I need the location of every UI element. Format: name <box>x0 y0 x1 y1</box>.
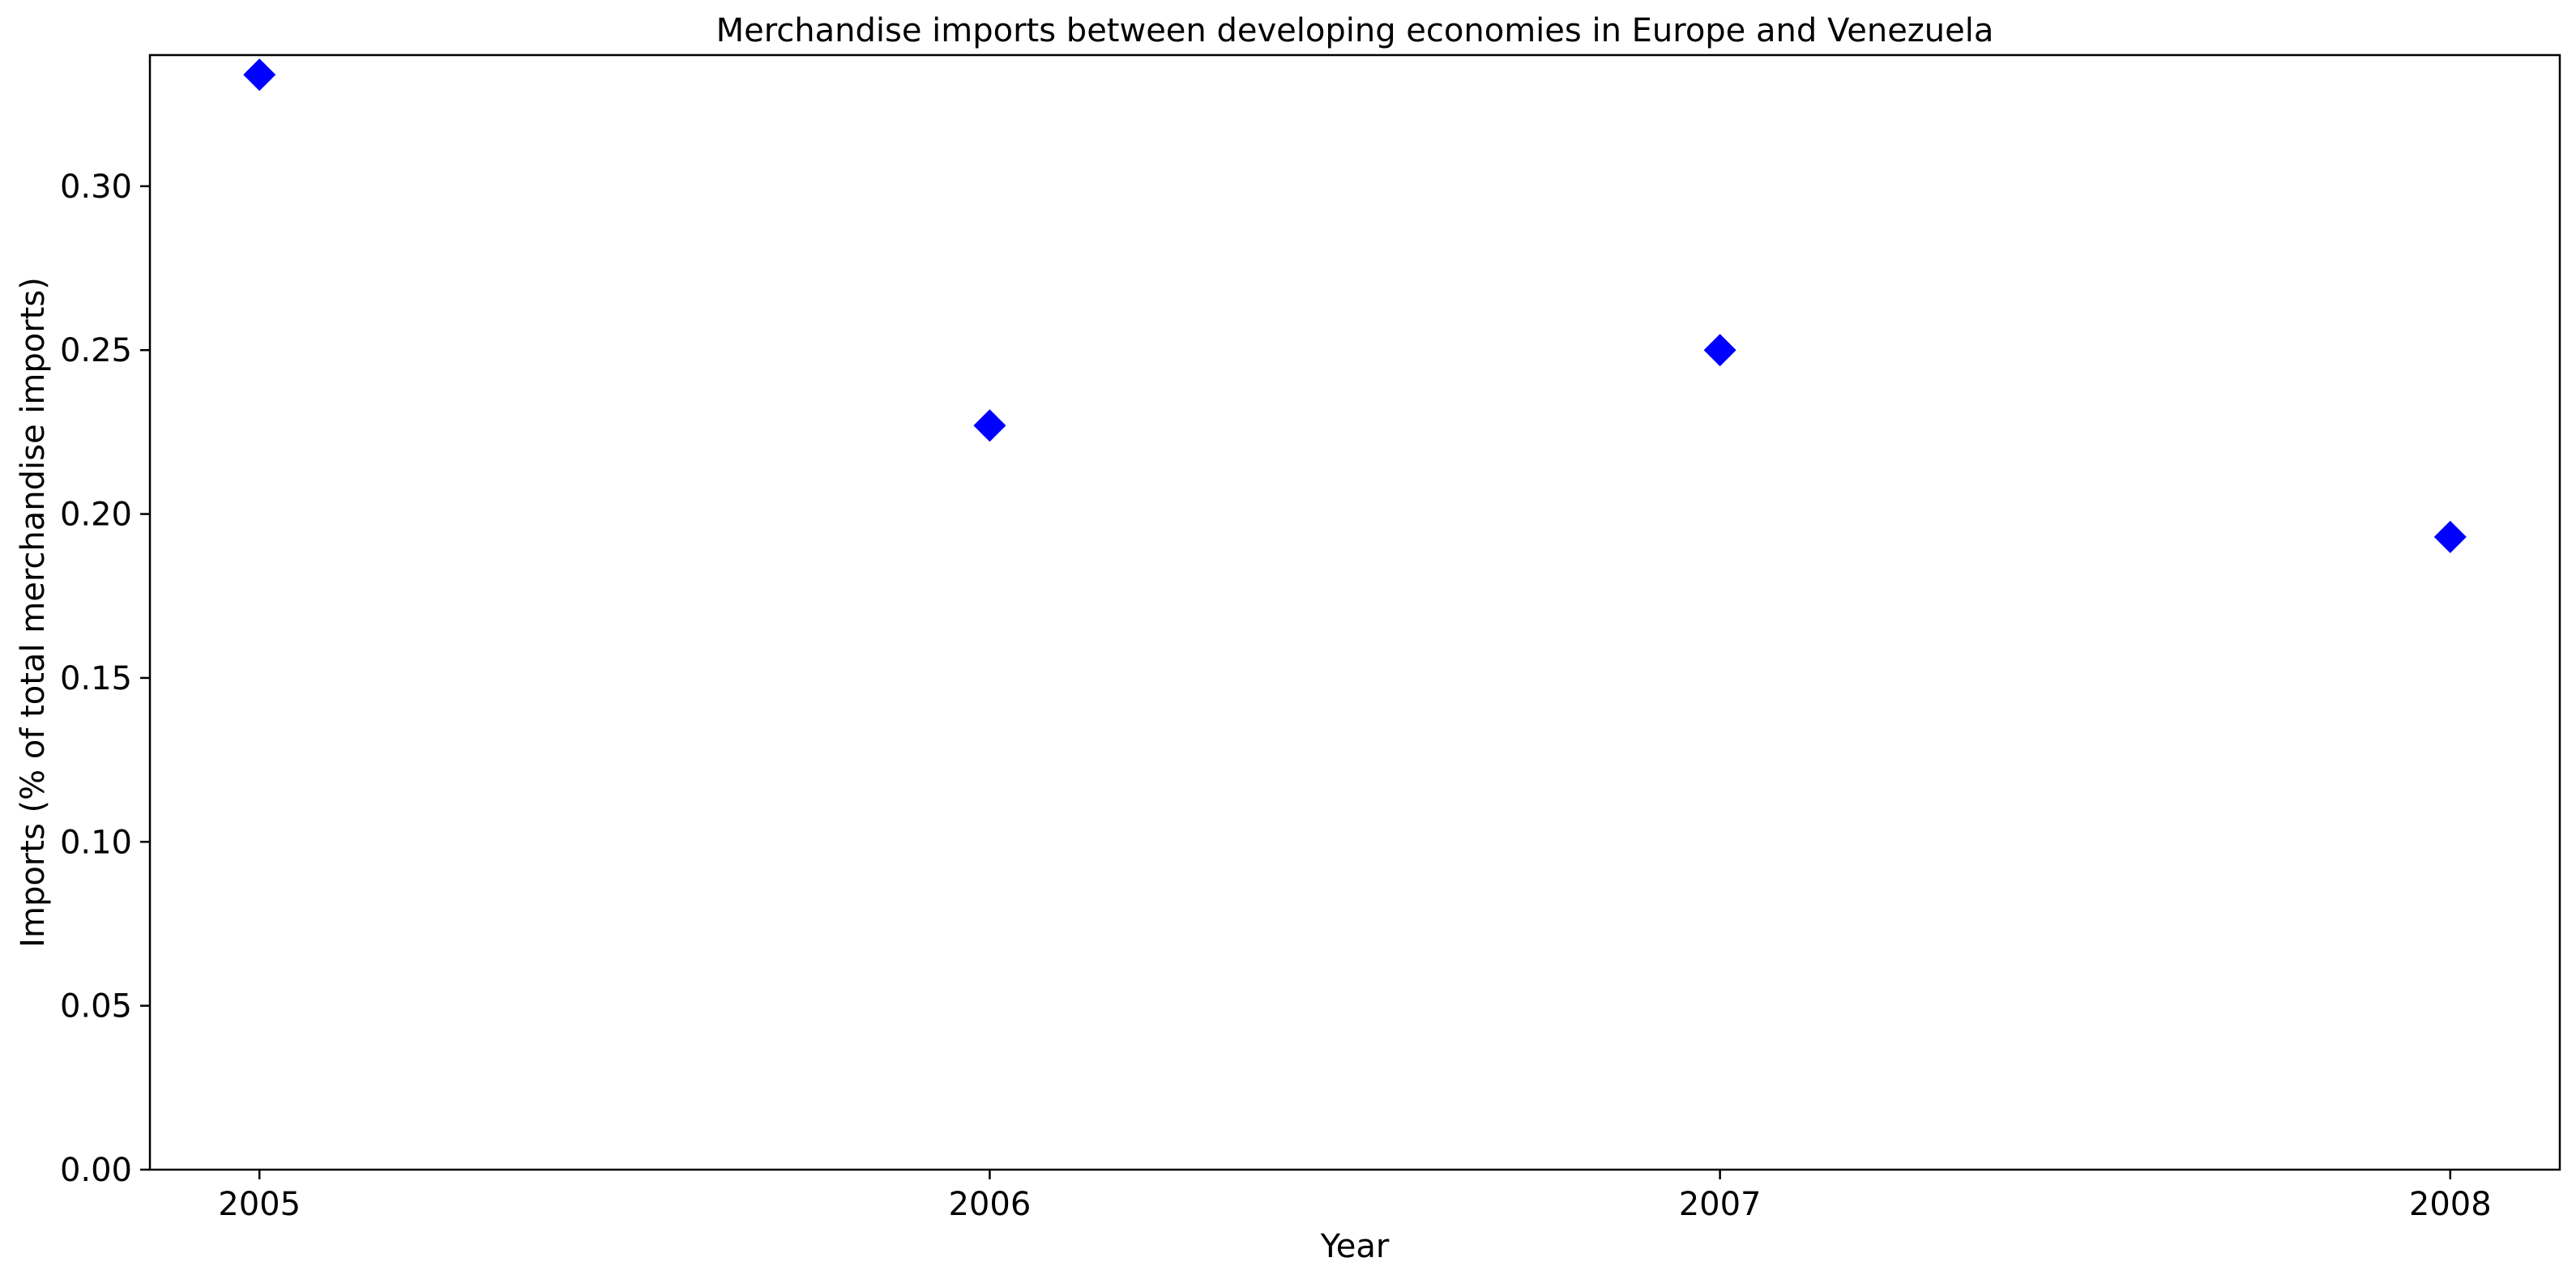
x-axis-title: Year <box>1320 1228 1390 1265</box>
data-point-diamond <box>243 58 276 92</box>
y-tick-label: 0.05 <box>60 988 132 1025</box>
data-point-diamond <box>2433 520 2467 553</box>
y-tick-label: 0.15 <box>60 660 132 697</box>
y-tick-label: 0.25 <box>60 332 132 369</box>
x-tick-label: 2007 <box>1679 1186 1762 1223</box>
x-tick-label: 2008 <box>2409 1186 2492 1223</box>
y-axis: 0.00 0.05 0.10 0.15 0.20 0.25 0.30 <box>60 168 150 1189</box>
chart-title: Merchandise imports between developing e… <box>716 12 1994 49</box>
x-tick-label: 2006 <box>948 1186 1031 1223</box>
x-axis: 2005 2006 2007 2008 <box>218 1170 2492 1223</box>
y-tick-label: 0.20 <box>60 497 132 534</box>
data-point-diamond <box>1703 334 1737 367</box>
y-tick-label: 0.00 <box>60 1152 132 1189</box>
y-axis-title: Imports (% of total merchandise imports) <box>15 277 52 948</box>
y-tick-label: 0.30 <box>60 168 132 206</box>
data-points <box>243 58 2467 553</box>
data-point-diamond <box>973 409 1006 442</box>
x-tick-label: 2005 <box>218 1186 301 1223</box>
plot-area-frame <box>148 53 2561 1171</box>
y-tick-label: 0.10 <box>60 824 132 861</box>
